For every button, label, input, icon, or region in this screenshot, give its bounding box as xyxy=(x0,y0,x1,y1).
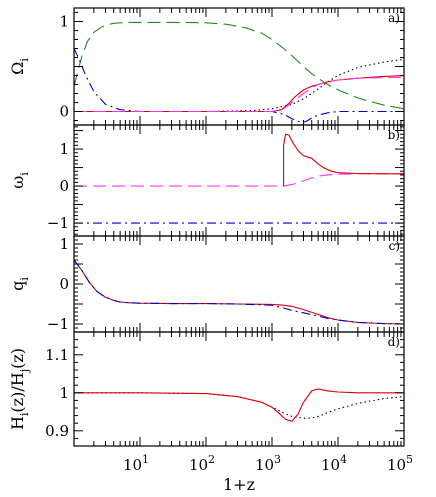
series-line-1-1 xyxy=(74,21,404,110)
y-tick-label: 0 xyxy=(59,275,69,293)
y-axis-label: Hi(z)/Hj(z) xyxy=(8,348,31,430)
series-line-2-3 xyxy=(283,133,404,187)
series-line-1-2 xyxy=(74,48,404,123)
series-line-1-3 xyxy=(74,58,404,113)
x-tick-label: 104 xyxy=(321,453,347,474)
panel-frame xyxy=(73,124,405,237)
y-axis-label: ωi xyxy=(8,172,31,189)
x-tick-label: 101 xyxy=(123,453,149,474)
y-tick-label: 1 xyxy=(59,140,69,158)
series-line-4-2 xyxy=(74,388,404,422)
y-tick-label: 1.1 xyxy=(45,346,69,364)
x-tick-label: 102 xyxy=(189,453,215,474)
y-tick-label: 0.9 xyxy=(45,422,69,440)
y-tick-label: −1 xyxy=(47,214,69,232)
y-axis-label: qi xyxy=(8,277,31,291)
y-tick-label: 0 xyxy=(59,103,69,121)
series-line-3-2 xyxy=(74,259,404,325)
x-tick-label: 105 xyxy=(387,453,413,474)
y-axis-label: Ωi xyxy=(8,58,31,75)
panel-2: −1 0 1 b) ωi xyxy=(8,124,405,237)
y-tick-label: −1 xyxy=(47,315,69,333)
panel-frame xyxy=(73,7,405,126)
panel-3: −1 0 1 c) qi xyxy=(8,235,405,333)
x-axis-label: 1+z xyxy=(223,475,255,494)
y-tick-label: 1 xyxy=(59,13,69,31)
series-line-2-2 xyxy=(74,173,404,187)
panel-label: a) xyxy=(388,11,400,25)
panel-frame xyxy=(73,235,405,333)
panels: 0 1 a) Ωi −1 0 1 b) ωi −1 0 1 c) qi 0.9 1 1.1 d) Hi(z)/Hj(… xyxy=(8,7,405,447)
x-tick-label: 103 xyxy=(255,453,281,474)
series-line-1-4 xyxy=(74,74,404,113)
series-line-4-1 xyxy=(74,392,404,419)
panel-label: d) xyxy=(388,335,400,349)
x-axis-tick-labels: 101 102 103 104 105 xyxy=(123,453,413,474)
panel-4: 0.9 1 1.1 d) Hi(z)/Hj(z) xyxy=(8,331,405,447)
y-tick-label: 1 xyxy=(59,384,69,402)
panel-label: b) xyxy=(388,128,400,142)
y-tick-label: 1 xyxy=(59,235,69,253)
panel-frame xyxy=(73,331,405,447)
y-tick-label: 0 xyxy=(59,177,69,195)
series-line-3-1 xyxy=(74,259,404,325)
panel-1: 0 1 a) Ωi xyxy=(8,7,405,126)
series-line-1-5 xyxy=(74,76,404,113)
panel-label: c) xyxy=(389,239,400,253)
